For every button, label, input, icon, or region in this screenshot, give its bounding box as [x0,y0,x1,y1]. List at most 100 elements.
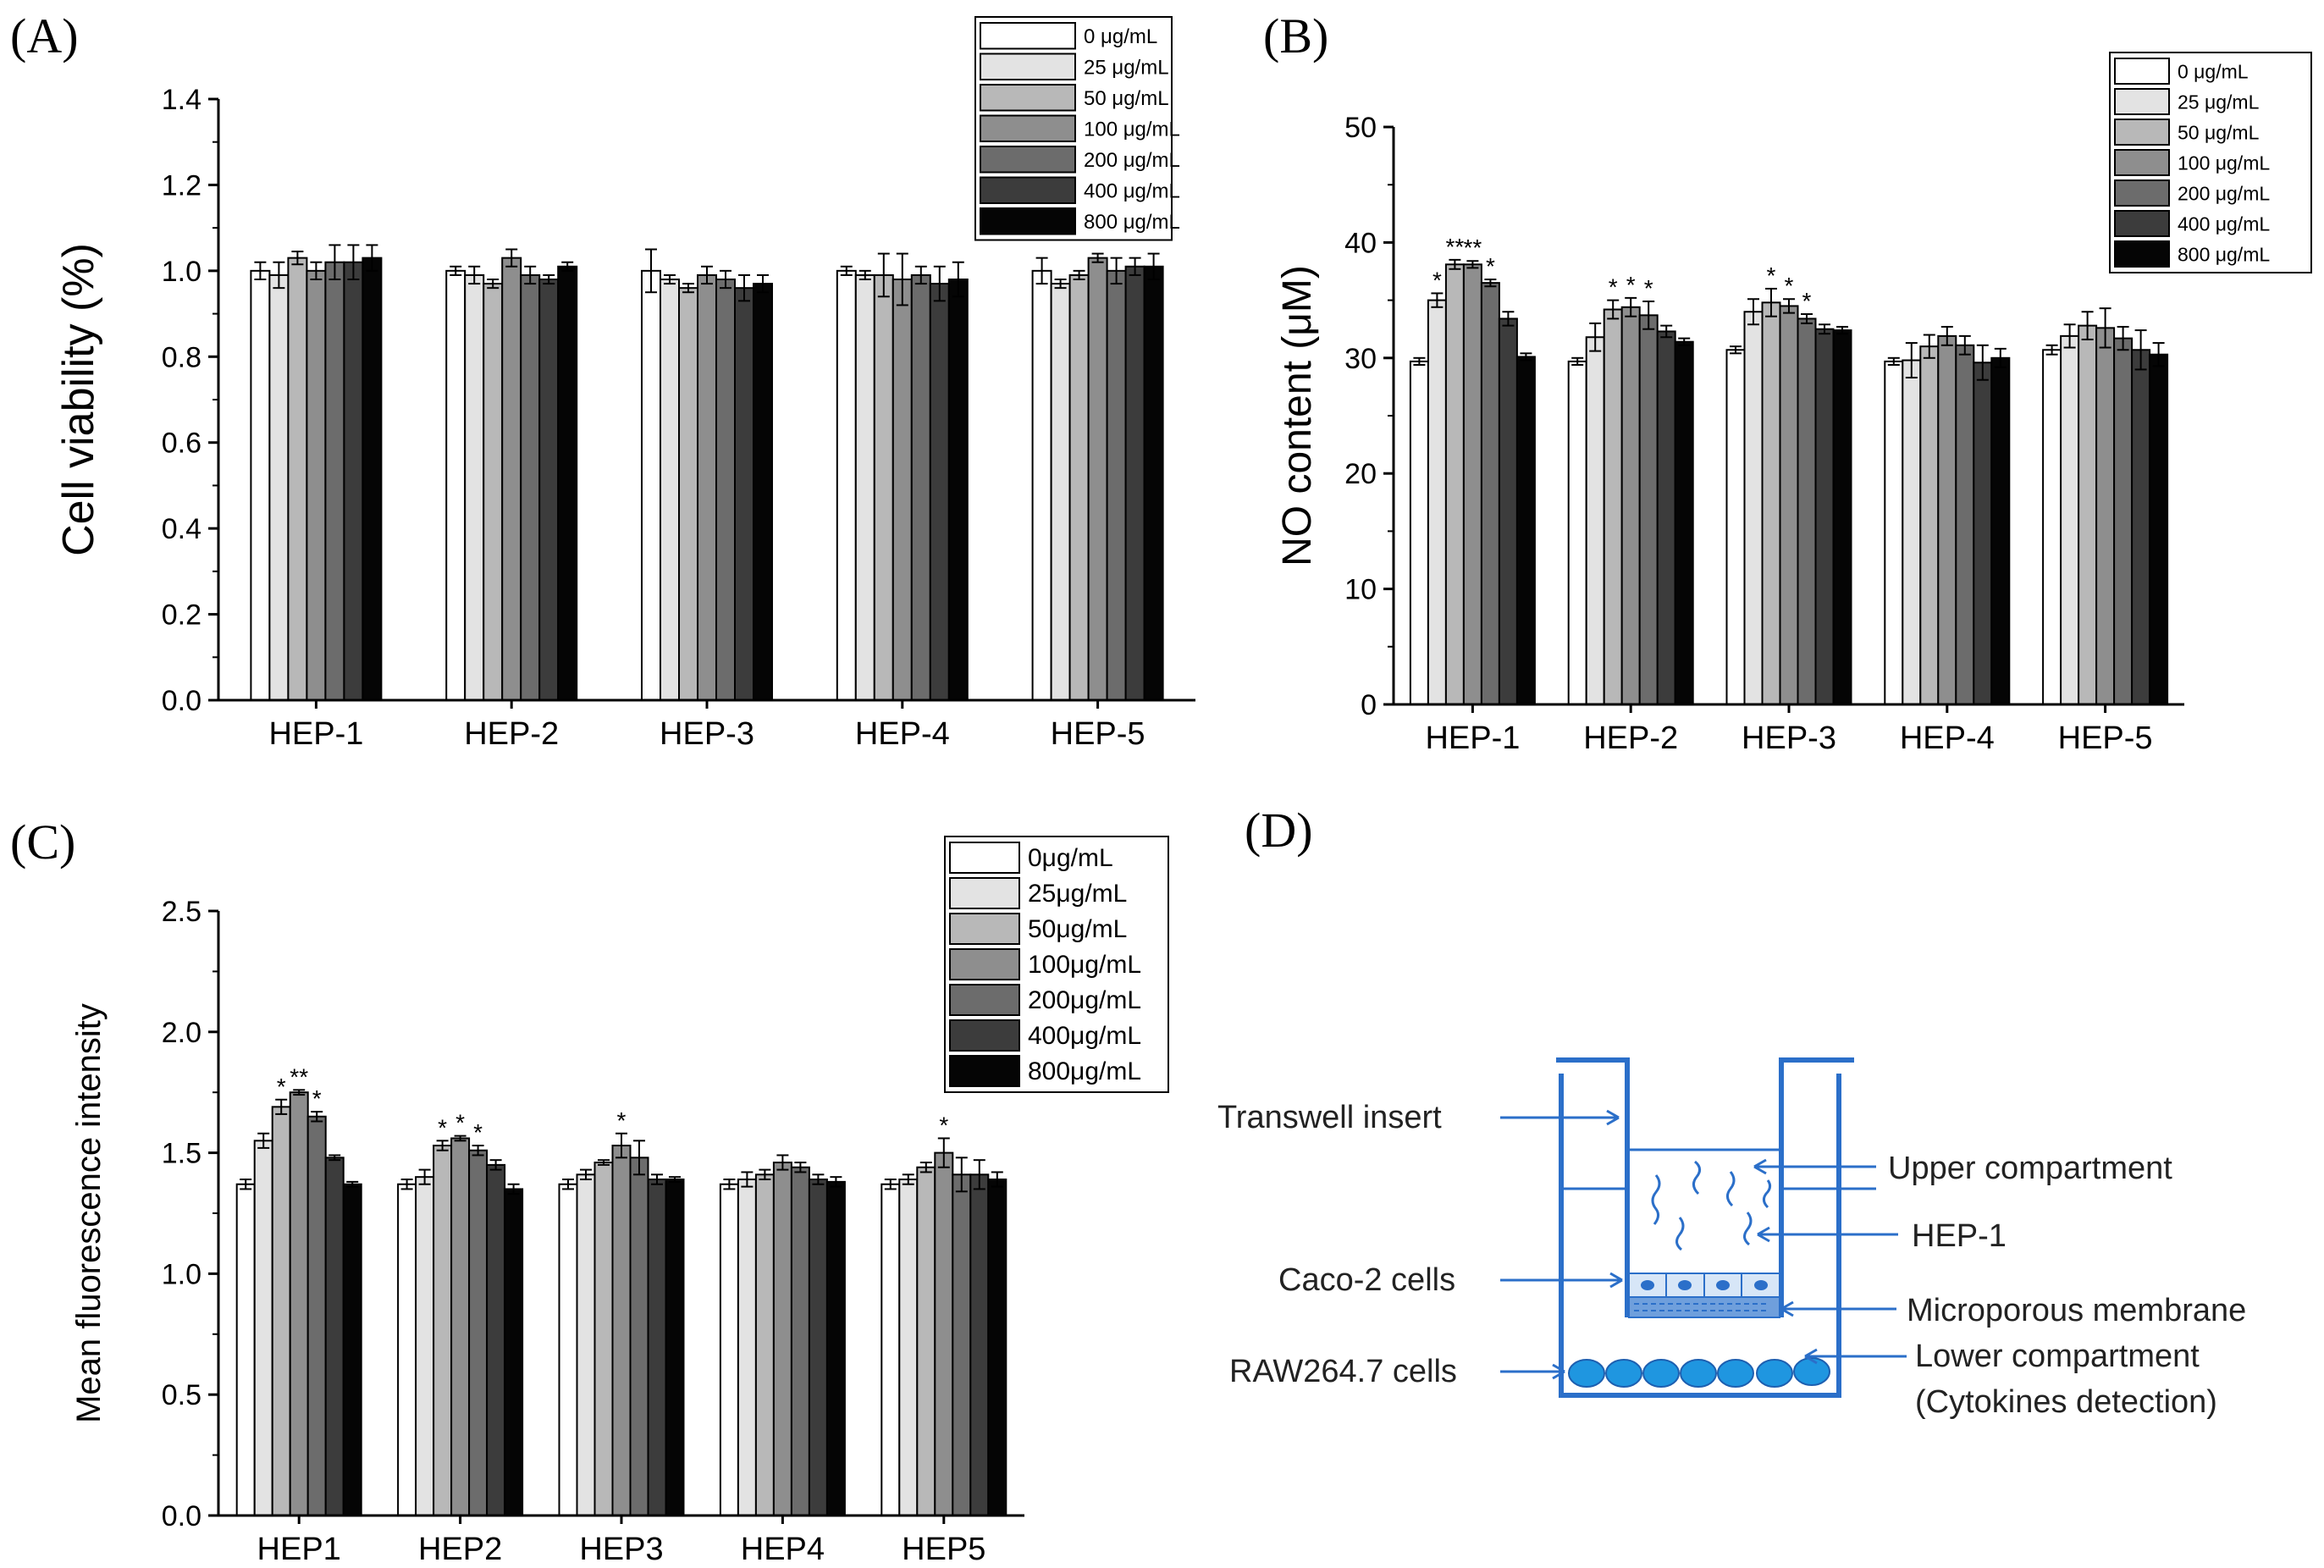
panel-c-letter: (C) [10,814,75,870]
bar-HEP1-100μg/mL [289,1091,309,1516]
legend-label: 50 μg/mL [1084,87,1169,110]
bar-HEP5-400μg/mL [969,1173,990,1516]
hep1-squiggle [1692,1160,1701,1195]
bar-HEP-5-800 μg/mL [2149,353,2169,705]
legend-label: 100 μg/mL [2178,152,2270,174]
bar-HEP-5-400 μg/mL [2131,349,2151,705]
significance-marker: * [1802,288,1812,314]
legend-label: 800 μg/mL [2178,244,2270,266]
bar-HEP-1-25 μg/mL [268,273,290,701]
arrow-head [1757,1226,1770,1243]
bar-HEP-1-100 μg/mL [1462,263,1482,706]
arrow-head [1804,1348,1818,1365]
y-tick-label: 0.5 [162,1379,201,1411]
bar-HEP-4-800 μg/mL [947,279,969,701]
legend-label: 25 μg/mL [2178,91,2260,113]
cell-nucleus [1754,1280,1768,1290]
bar-HEP-1-50 μg/mL [1444,263,1465,706]
label-microporous-membrane: Microporous membrane [1907,1293,2246,1328]
bar-HEP-4-50 μg/mL [1919,345,1940,705]
legend-swatch [2114,58,2170,85]
y-axis-label: NO content (μM) [1275,265,1320,566]
x-category-label: HEP3 [579,1532,663,1567]
x-category-label: HEP-4 [1900,721,1995,756]
hep1-squiggle [1762,1179,1772,1209]
legend-label: 25μg/mL [1028,880,1127,908]
bar-HEP5-25μg/mL [898,1179,919,1516]
bar-HEP-1-100 μg/mL [306,269,327,701]
bar-HEP2-100μg/mL [450,1137,471,1516]
y-tick-label: 0.0 [162,685,201,717]
bar-HEP-4-25 μg/mL [1902,359,1922,705]
bar-HEP-1-200 μg/mL [324,261,345,701]
arrow-head [1753,1158,1767,1175]
bar-HEP3-800μg/mL [665,1179,685,1516]
bar-HEP-3-200 μg/mL [715,279,736,701]
legend-swatch [980,84,1076,112]
bar-HEP-2-100 μg/mL [501,257,522,701]
bar-HEP4-200μg/mL [790,1166,810,1516]
legend-label: 0 μg/mL [2178,61,2249,83]
significance-marker: ** [1446,234,1465,260]
legend-swatch [980,114,1076,142]
bar-HEP2-25μg/mL [415,1176,435,1517]
bar-HEP3-50μg/mL [593,1162,614,1517]
bar-HEP-1-0 μg/mL [1409,360,1429,705]
bar-HEP1-400μg/mL [324,1157,345,1516]
legend-swatch [949,1055,1020,1087]
bar-HEP1-25μg/mL [253,1140,273,1516]
bar-HEP-3-800 μg/mL [753,283,773,701]
y-tick-label: 0.4 [162,513,201,545]
bar-HEP-2-25 μg/mL [464,273,485,701]
y-axis-label: Cell viability (%) [54,243,103,556]
bar-HEP2-800μg/mL [504,1188,524,1516]
significance-marker: * [277,1074,286,1100]
bar-HEP3-200μg/mL [629,1157,649,1516]
significance-marker: * [312,1085,322,1112]
bar-HEP-3-100 μg/mL [1779,305,1799,705]
bar-HEP4-400μg/mL [808,1179,828,1516]
bar-HEP-1-400 μg/mL [343,261,364,701]
bar-HEP5-800μg/mL [987,1179,1007,1516]
label-transwell-insert: Transwell insert [1217,1100,1442,1135]
legend-label: 800 μg/mL [1084,211,1180,234]
bar-HEP4-50μg/mL [754,1173,775,1516]
x-category-label: HEP2 [418,1532,502,1567]
y-tick-label: 1.5 [162,1138,201,1170]
hep1-squiggle [1651,1174,1661,1225]
significance-marker: * [1486,253,1495,279]
bar-HEP4-25μg/mL [737,1179,757,1516]
y-tick-label: 0.6 [162,428,201,460]
legend-swatch [980,176,1076,204]
bar-HEP-3-800 μg/mL [1832,329,1852,705]
significance-marker: * [1432,267,1442,293]
y-tick-label: 1.0 [162,1258,201,1290]
bar-HEP1-50μg/mL [271,1106,291,1517]
legend-label: 100 μg/mL [1084,119,1180,141]
significance-marker: * [1609,274,1618,301]
arrow-head [1780,1300,1794,1317]
y-tick-label: 2.5 [162,896,201,928]
bar-HEP3-25μg/mL [576,1173,596,1516]
bar-HEP-5-50 μg/mL [2078,324,2098,705]
bar-HEP1-800μg/mL [342,1183,362,1517]
legend-label: 200μg/mL [1028,986,1141,1014]
legend-label: 0μg/mL [1028,844,1113,872]
y-tick-label: 1.0 [162,256,201,288]
legend-swatch [2114,210,2170,237]
legend-swatch [949,1019,1020,1052]
bar-HEP-4-0 μg/mL [1884,360,1904,705]
bar-HEP-2-50 μg/mL [1603,308,1623,705]
bar-HEP-1-0 μg/mL [250,269,271,701]
legend-label: 800μg/mL [1028,1057,1141,1085]
bar-HEP-5-100 μg/mL [2095,327,2116,705]
x-category-label: HEP-4 [855,716,950,752]
legend-swatch [2114,240,2170,268]
bar-HEP-2-400 μg/mL [538,279,560,701]
significance-marker: * [473,1119,483,1146]
bar-HEP-5-100 μg/mL [1087,257,1108,701]
bar-HEP-3-100 μg/mL [697,273,717,701]
label-lower-compartment: Lower compartment [1915,1339,2200,1374]
arrow-head [1552,1363,1565,1380]
membrane-pores [1634,1303,1769,1311]
